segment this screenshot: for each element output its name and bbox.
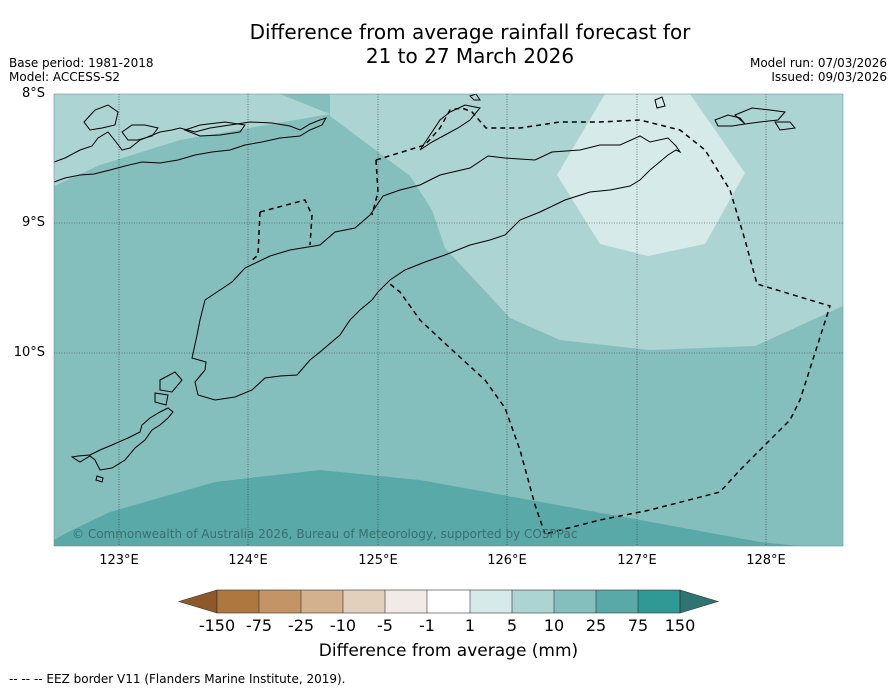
map-frame: [53, 93, 844, 547]
region-25-75: [54, 470, 800, 546]
eez-borders: [249, 107, 831, 535]
map-panel: © Commonwealth of Australia 2026, Bureau…: [54, 94, 843, 546]
colorbar-outline: [216, 589, 681, 614]
lat-label-8s: 8°S: [21, 86, 45, 101]
rote-coast: [159, 371, 183, 393]
eez-border-line-5: [389, 283, 546, 535]
colorbar-seg-1: [217, 590, 259, 613]
alor-coast: [183, 121, 246, 137]
colorbar-tick-label: 1: [464, 616, 476, 635]
base-period: Base period: 1981-2018: [9, 56, 154, 70]
colorbar-over-arrow: [679, 589, 720, 614]
colorbar-tick-label: 10: [543, 616, 565, 635]
colorbar-tick-label: 150: [664, 616, 696, 635]
issued-date: Issued: 09/03/2026: [771, 70, 887, 84]
colorbar-tick-label: -25: [287, 616, 315, 635]
colorbar-under-arrow: [177, 589, 218, 614]
lon-label-124e: 124°E: [228, 553, 268, 568]
adonara-coast: [83, 104, 119, 131]
copyright-text: © Commonwealth of Australia 2026, Bureau…: [72, 527, 577, 541]
atauro-coast: [469, 94, 481, 101]
colorbar-tick-label: -75: [245, 616, 273, 635]
meta-right: Model run: 07/03/2026 Issued: 09/03/2026: [750, 56, 887, 84]
colorbar-seg-10: [596, 590, 638, 613]
colorbar-seg-5: [385, 590, 427, 613]
colorbar-seg-11: [638, 590, 680, 613]
lon-label-127e: 127°E: [617, 553, 657, 568]
moa-coast: [734, 107, 786, 125]
pantar-coast: [121, 124, 159, 141]
colorbar-title: Difference from average (mm): [318, 641, 579, 661]
lon-label-126e: 126°E: [487, 553, 527, 568]
flores-coast: [54, 117, 328, 183]
model-name: Model: ACCESS-S2: [9, 70, 121, 84]
eez-border-line-4: [375, 107, 831, 535]
timor-coast: [191, 135, 682, 401]
meta-left: Base period: 1981-2018 Model: ACCESS-S2: [9, 56, 154, 84]
kisar-coast: [654, 96, 666, 109]
colorbar-seg-6: [427, 590, 470, 613]
region-1-5: [557, 94, 745, 256]
lat-label-9s: 9°S: [21, 215, 45, 230]
colorbar-seg-2: [259, 590, 301, 613]
lon-label-125e: 125°E: [358, 553, 398, 568]
colorbar-seg-8: [512, 590, 554, 613]
title-line-2: 21 to 27 March 2026: [365, 44, 575, 68]
lat-label-10s: 10°S: [13, 345, 45, 360]
eez-legend-note: -- -- -- EEZ border V11 (Flanders Marine…: [9, 672, 346, 686]
sumba-west-coast: [95, 475, 104, 483]
wetar-coast: [419, 104, 481, 151]
colorbar-seg-3: [301, 590, 343, 613]
colorbar: [177, 589, 720, 614]
rote-coast-2: [154, 392, 169, 406]
coastlines: [54, 94, 796, 483]
title-line-1: Difference from average rainfall forecas…: [249, 20, 691, 44]
eez-border-line-3: [371, 159, 379, 216]
colorbar-tick-label: -5: [377, 616, 393, 635]
colorbar-tick-label: -1: [419, 616, 435, 635]
colorbar-tick-label: 5: [506, 616, 518, 635]
colorbar-tick-label: -10: [329, 616, 357, 635]
graticule: [54, 94, 843, 546]
lon-label-123e: 123°E: [99, 553, 139, 568]
colorbar-seg-9: [554, 590, 596, 613]
lon-label-128e: 128°E: [746, 553, 786, 568]
colorbar-seg-7: [470, 590, 512, 613]
colorbar-tick-label: 25: [585, 616, 607, 635]
colorbar-dividers: [258, 590, 639, 613]
colorbar-seg-4: [343, 590, 385, 613]
chart-title: Difference from average rainfall forecas…: [0, 20, 896, 68]
colorbar-tick-label: 75: [627, 616, 649, 635]
model-run: Model run: 07/03/2026: [749, 56, 887, 70]
colorbar-tick-label: -150: [198, 616, 236, 635]
eez-border-line-1: [259, 199, 313, 246]
sumba-east-coast: [70, 407, 174, 471]
lakor-coast: [774, 121, 796, 131]
region-5-10-west: [54, 94, 330, 186]
